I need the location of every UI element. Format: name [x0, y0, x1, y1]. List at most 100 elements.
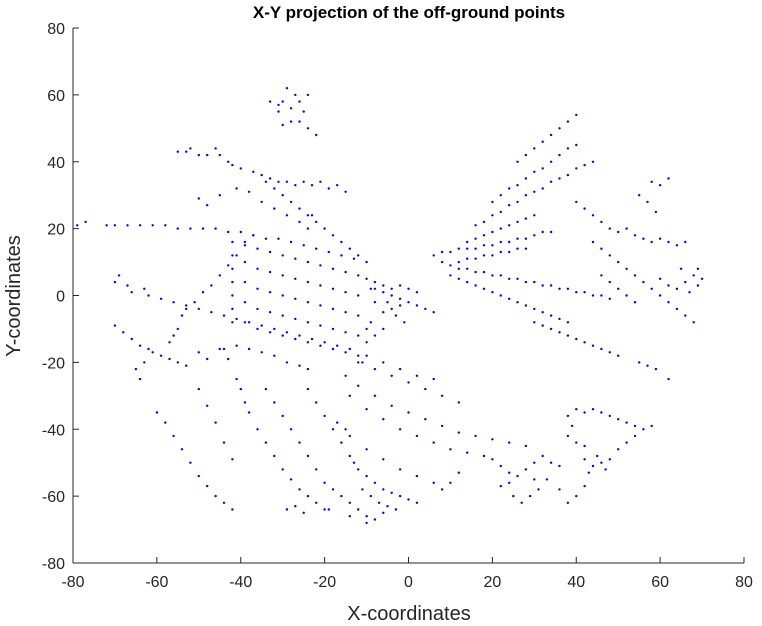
- data-point: [575, 167, 578, 170]
- data-point: [344, 311, 347, 314]
- data-point: [231, 280, 234, 284]
- data-point: [369, 321, 372, 324]
- x-tick-label: 20: [483, 574, 501, 591]
- data-point: [361, 488, 364, 491]
- data-point: [268, 100, 272, 103]
- data-point: [432, 254, 435, 257]
- data-point: [516, 301, 519, 304]
- data-point: [176, 227, 179, 230]
- data-point: [440, 394, 444, 397]
- data-point: [344, 291, 347, 294]
- data-point: [264, 441, 268, 444]
- data-point: [638, 361, 641, 364]
- data-point: [294, 337, 297, 341]
- data-point: [382, 511, 385, 514]
- data-point: [231, 267, 234, 270]
- data-point: [373, 394, 377, 397]
- data-point: [466, 247, 469, 250]
- data-point: [151, 351, 154, 354]
- data-point: [294, 277, 297, 280]
- x-tick-label: 0: [404, 574, 413, 591]
- data-point: [390, 287, 393, 290]
- data-point: [482, 254, 486, 257]
- data-point: [164, 421, 167, 424]
- data-point: [268, 250, 272, 254]
- data-point: [373, 518, 377, 521]
- data-point: [474, 434, 477, 438]
- data-point: [549, 180, 553, 183]
- data-point: [617, 260, 620, 264]
- data-point: [617, 418, 620, 421]
- data-point: [516, 277, 519, 280]
- data-point: [382, 361, 385, 364]
- data-point: [382, 327, 385, 331]
- data-point: [499, 194, 502, 197]
- data-point: [432, 441, 435, 444]
- data-point: [566, 120, 570, 123]
- plot-area: [76, 87, 704, 525]
- data-point: [386, 505, 389, 508]
- data-point: [306, 367, 310, 371]
- data-point: [197, 197, 200, 200]
- data-point: [231, 321, 234, 324]
- data-point: [600, 220, 603, 224]
- data-point: [491, 458, 494, 461]
- data-point: [298, 334, 301, 337]
- data-point: [457, 471, 460, 474]
- data-point: [315, 501, 318, 504]
- data-point: [268, 177, 272, 180]
- data-point: [294, 257, 297, 260]
- data-point: [524, 217, 528, 220]
- data-point: [302, 180, 305, 183]
- data-point: [306, 280, 310, 284]
- data-point: [608, 297, 611, 300]
- data-point: [361, 361, 364, 364]
- data-point: [499, 210, 502, 214]
- data-point: [684, 240, 687, 244]
- data-point: [281, 254, 284, 257]
- data-point: [617, 354, 620, 357]
- data-point: [365, 327, 368, 331]
- data-point: [189, 461, 192, 464]
- data-point: [357, 334, 360, 337]
- data-point: [696, 284, 700, 287]
- data-point: [633, 424, 637, 428]
- data-point: [277, 180, 280, 183]
- data-point: [675, 244, 679, 247]
- data-point: [382, 311, 385, 314]
- data-point: [424, 418, 427, 421]
- data-point: [591, 294, 595, 297]
- data-point: [214, 147, 217, 150]
- data-point: [604, 468, 607, 471]
- y-tick-label: 60: [47, 88, 65, 105]
- data-point: [231, 163, 234, 167]
- data-point: [285, 87, 289, 90]
- data-point: [583, 163, 586, 167]
- data-point: [197, 351, 200, 354]
- data-point: [692, 274, 695, 277]
- data-point: [285, 361, 289, 364]
- data-point: [608, 227, 611, 230]
- y-tick-label: 80: [47, 21, 65, 38]
- y-tick-label: -40: [42, 422, 65, 439]
- data-point: [696, 267, 700, 270]
- data-point: [176, 327, 179, 331]
- data-point: [260, 351, 263, 354]
- data-point: [512, 494, 515, 498]
- data-point: [508, 250, 511, 254]
- x-axis-title: X-coordinates: [347, 603, 470, 625]
- data-point: [508, 471, 511, 474]
- data-point: [323, 481, 326, 484]
- data-point: [566, 321, 570, 324]
- data-point: [466, 257, 469, 260]
- data-point: [218, 153, 221, 157]
- data-point: [625, 267, 628, 270]
- data-point: [243, 240, 247, 244]
- data-point: [306, 387, 310, 391]
- data-point: [398, 297, 402, 300]
- data-point: [407, 381, 410, 384]
- data-point: [264, 237, 268, 240]
- data-point: [432, 311, 435, 314]
- data-point: [252, 170, 255, 173]
- data-point: [197, 474, 200, 478]
